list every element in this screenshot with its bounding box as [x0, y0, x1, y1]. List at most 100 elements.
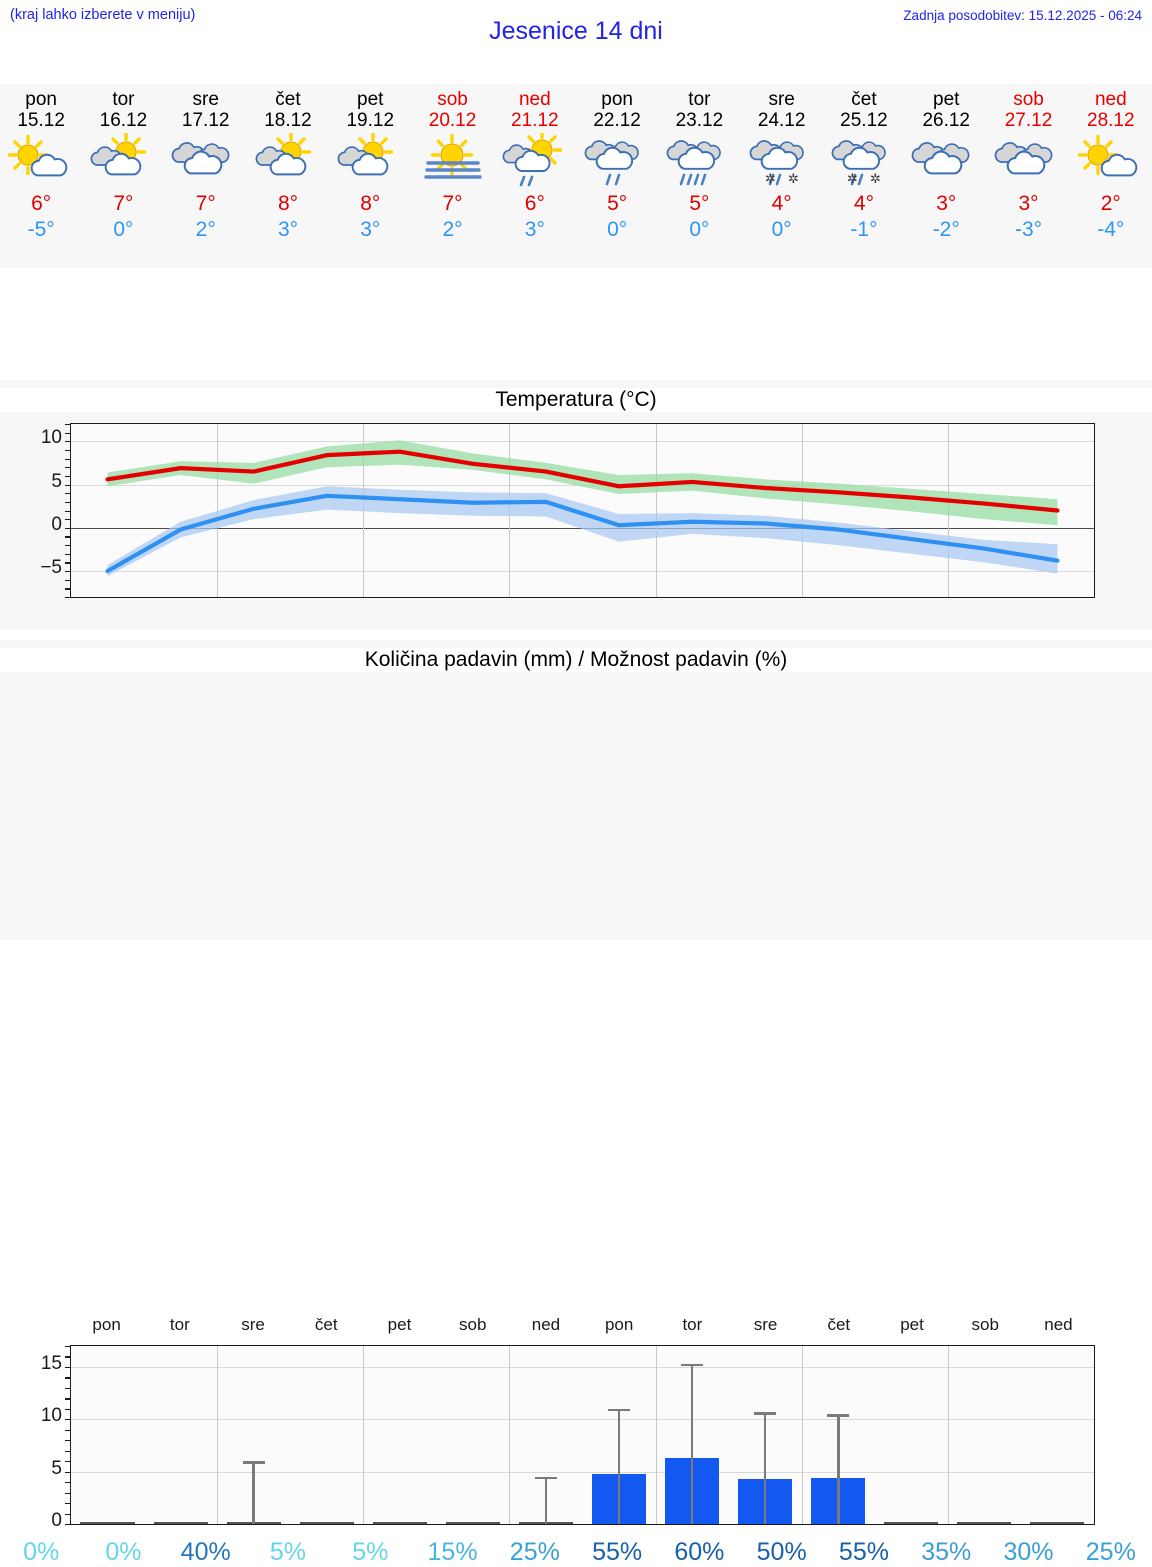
day-column: čet 25.12 ✲ ✲ 4° -1° — [823, 84, 905, 268]
low-temperature: 0° — [607, 218, 628, 241]
axis-tick — [65, 1513, 71, 1515]
high-temperature: 7° — [113, 192, 134, 215]
error-bar-cap — [534, 1476, 557, 1480]
error-bar-stem — [617, 1408, 621, 1524]
axis-tick — [65, 501, 71, 504]
temperature-chart-title: Temperatura (°C) — [0, 388, 1152, 412]
day-date: 19.12 — [346, 110, 395, 131]
svg-text:✲: ✲ — [870, 172, 881, 187]
svg-text:✲: ✲ — [847, 172, 858, 187]
y-axis-tick-label: −5 — [40, 557, 62, 579]
gridline — [71, 1366, 1094, 1368]
axis-tick — [65, 484, 71, 486]
cloud-sleet-icon: ✲ ✲ — [823, 133, 905, 187]
axis-tick — [65, 1429, 71, 1431]
gridline-vertical — [947, 1346, 949, 1524]
precipitation-probability-label: 50% — [756, 1538, 807, 1566]
cloud-rain-icon — [576, 133, 658, 187]
precipitation-bar-zero — [445, 1522, 500, 1524]
axis-tick — [65, 510, 71, 512]
day-date: 26.12 — [922, 110, 970, 131]
axis-tick — [65, 527, 71, 529]
day-date: 15.12 — [17, 110, 65, 131]
axis-tick — [65, 449, 71, 452]
high-temperature: 4° — [771, 192, 792, 215]
precipitation-day-label: ned — [531, 1315, 561, 1334]
low-temperature: -3° — [1014, 218, 1043, 241]
axis-tick — [65, 1356, 71, 1358]
high-temperature: 2° — [1100, 192, 1121, 215]
day-date: 28.12 — [1087, 110, 1135, 131]
temperature-series-overlay — [105, 440, 1060, 577]
temperature-line — [105, 449, 1060, 513]
day-of-week: ned — [518, 89, 551, 110]
low-temperature: -5° — [27, 218, 55, 241]
axis-tick — [65, 536, 71, 538]
day-column: ned 28.12 2° -4° — [1070, 84, 1152, 268]
high-temperature: 4° — [853, 192, 874, 215]
precipitation-day-label: pon — [92, 1315, 121, 1334]
day-column: tor 23.12 5° 0° — [658, 84, 740, 268]
uncertainty-band — [107, 440, 1058, 526]
sun-behind-cloud-icon — [329, 133, 411, 187]
temperature-line — [105, 493, 1060, 574]
precipitation-bar-zero — [957, 1522, 1012, 1524]
day-date: 23.12 — [675, 110, 724, 131]
low-temperature: -1° — [850, 218, 878, 241]
precipitation-plot-area — [65, 1345, 1095, 1526]
axis-tick — [65, 1408, 71, 1410]
precipitation-probability-label: 15% — [427, 1538, 478, 1566]
precipitation-bar-zero — [1030, 1522, 1085, 1524]
axis-tick — [65, 1377, 71, 1379]
high-temperature: 8° — [360, 192, 381, 215]
high-temperature: 5° — [689, 192, 710, 215]
day-of-week: tor — [112, 89, 135, 110]
day-date: 16.12 — [99, 110, 148, 131]
axis-tick — [65, 1346, 71, 1348]
sun-cloud-icon — [1070, 133, 1152, 187]
svg-text:✲: ✲ — [765, 172, 776, 187]
axis-tick — [65, 1482, 71, 1484]
temperature-y-axis: 10 5 0 −5 — [10, 423, 62, 598]
day-of-week: čet — [851, 89, 877, 110]
axis-tick — [65, 1461, 71, 1463]
low-temperature: 2° — [195, 218, 216, 241]
precipitation-chart: Količina padavin (mm) / Možnost padavin … — [0, 640, 1152, 1566]
high-temperature: 6° — [524, 192, 545, 215]
axis-tick — [65, 553, 71, 555]
day-of-week: sob — [1013, 89, 1044, 110]
y-axis-tick-label: 10 — [40, 1405, 62, 1427]
sun-cloud-icon — [0, 133, 82, 187]
cloudy-icon — [905, 133, 987, 187]
day-date: 24.12 — [757, 110, 806, 131]
axis-tick — [65, 562, 71, 564]
axis-tick — [65, 1440, 71, 1442]
cloudy-icon — [988, 133, 1070, 187]
precipitation-probability-label: 55% — [838, 1538, 889, 1566]
precipitation-probability-row: 0% 0% 40% 5% 5% 15% 25% 55% 60% 50% 55% 35% 30% 25% — [0, 1538, 1152, 1567]
axis-tick — [65, 1398, 71, 1400]
precipitation-bar-zero — [884, 1522, 939, 1524]
low-temperature: -4° — [1097, 218, 1125, 241]
day-date: 22.12 — [593, 110, 641, 131]
day-column: sre 17.12 7° 2° — [165, 84, 247, 268]
axis-tick — [65, 432, 71, 434]
gridline — [71, 1419, 1094, 1421]
precipitation-chart-title: Količina padavin (mm) / Možnost padavin … — [0, 648, 1152, 672]
error-bar-stem — [252, 1461, 255, 1524]
axis-tick — [65, 458, 71, 460]
uncertainty-band — [107, 486, 1058, 577]
axis-tick — [65, 588, 71, 590]
precipitation-probability-label: 30% — [1003, 1538, 1054, 1566]
precipitation-day-label: pon — [604, 1315, 634, 1334]
y-axis-tick-label: 10 — [40, 427, 62, 449]
precipitation-day-labels: pon tor sre čet pet sob ned pon tor sre čet pet sob n… — [70, 1315, 1095, 1339]
day-column: pon 22.12 5° 0° — [576, 84, 658, 268]
day-of-week: sre — [192, 89, 219, 110]
day-date: 25.12 — [840, 110, 888, 131]
gridline-vertical — [217, 1346, 219, 1524]
gridline-vertical — [801, 1346, 803, 1524]
precipitation-day-label: čet — [314, 1315, 338, 1334]
axis-tick — [65, 1503, 71, 1505]
